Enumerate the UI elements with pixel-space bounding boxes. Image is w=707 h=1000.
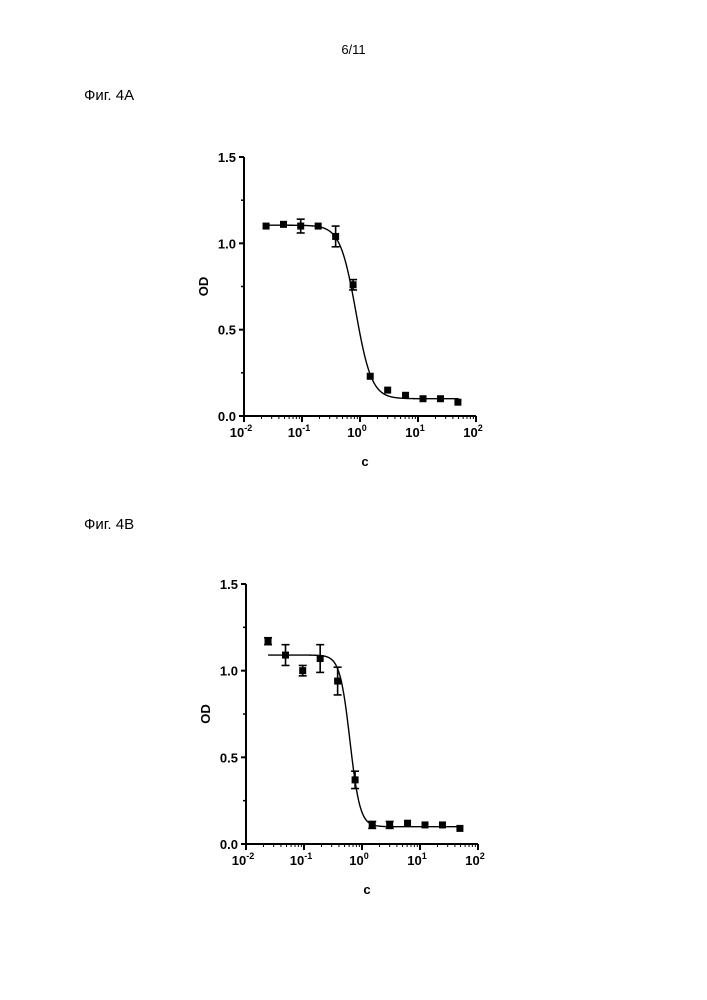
data-point <box>439 821 446 828</box>
data-point <box>299 667 306 674</box>
x-tick-label: 100 <box>349 851 368 868</box>
data-point <box>282 652 289 659</box>
x-tick-label: 10-1 <box>290 851 312 868</box>
x-tick-label: 10-2 <box>232 851 254 868</box>
data-point <box>422 821 429 828</box>
y-tick-label: 1.0 <box>220 664 238 679</box>
data-point <box>456 825 463 832</box>
x-tick-label: 102 <box>465 851 484 868</box>
y-tick-label: 0.5 <box>220 750 238 765</box>
y-tick-label: 0.0 <box>220 837 238 852</box>
data-point <box>352 776 359 783</box>
data-point <box>317 655 324 662</box>
fit-curve <box>268 655 460 827</box>
data-point <box>404 820 411 827</box>
y-tick-label: 1.5 <box>220 577 238 592</box>
data-point <box>265 638 272 645</box>
x-axis-title: c <box>363 882 370 897</box>
data-point <box>369 821 376 828</box>
y-axis-title: OD <box>198 704 213 724</box>
x-tick-label: 101 <box>407 851 426 868</box>
data-point <box>386 821 393 828</box>
data-point <box>334 678 341 685</box>
